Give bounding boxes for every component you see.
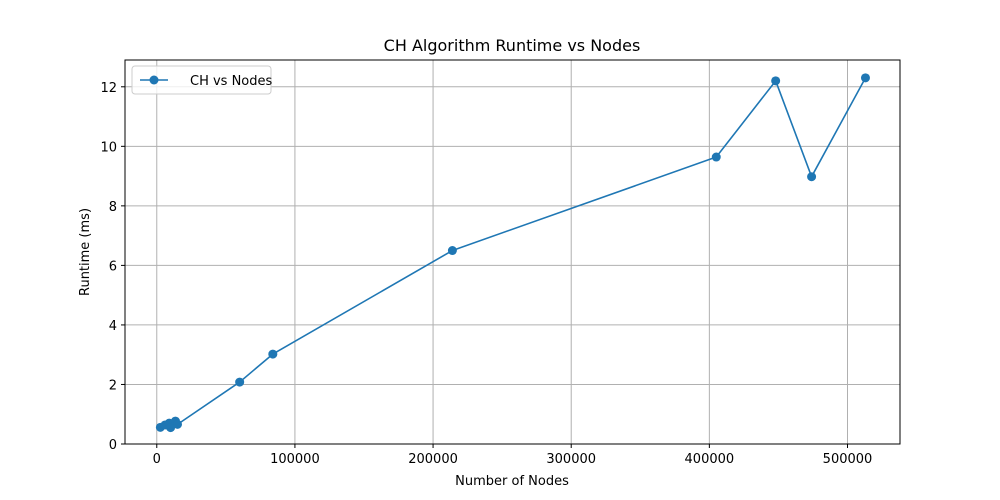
legend-marker bbox=[149, 75, 159, 85]
x-tick-label: 400000 bbox=[685, 452, 735, 467]
data-point bbox=[711, 152, 721, 162]
data-point bbox=[447, 246, 457, 256]
legend-box bbox=[131, 65, 272, 95]
chart-title: CH Algorithm Runtime vs Nodes bbox=[384, 36, 641, 55]
x-axis-label: Number of Nodes bbox=[455, 474, 569, 489]
y-tick-label: 6 bbox=[109, 259, 117, 274]
ticks: 0 100000 200000 300000 400000 500000 0 2 4 6 8 10 12 bbox=[100, 81, 872, 467]
data-point bbox=[860, 73, 870, 83]
y-tick-label: 4 bbox=[109, 319, 117, 334]
data-point bbox=[166, 423, 176, 433]
legend-label: CH vs Nodes bbox=[190, 74, 273, 89]
data-point bbox=[807, 172, 817, 182]
x-tick-label: 0 bbox=[153, 452, 161, 467]
y-tick-label: 8 bbox=[109, 200, 117, 215]
y-tick-label: 10 bbox=[100, 140, 117, 155]
data-point bbox=[268, 349, 278, 359]
plot-frame bbox=[124, 59, 901, 445]
data-point bbox=[172, 419, 182, 429]
x-tick-label: 200000 bbox=[408, 452, 458, 467]
x-tick-label: 500000 bbox=[823, 452, 873, 467]
y-tick-label: 0 bbox=[109, 438, 117, 453]
legend: CH vs Nodes bbox=[131, 65, 273, 95]
y-axis-label: Runtime (ms) bbox=[78, 208, 93, 296]
y-tick-label: 12 bbox=[100, 81, 117, 96]
x-tick-label: 100000 bbox=[270, 452, 320, 467]
y-tick-label: 2 bbox=[109, 378, 117, 393]
data-point bbox=[235, 377, 245, 387]
series-group bbox=[155, 73, 870, 433]
x-tick-label: 300000 bbox=[546, 452, 596, 467]
data-point bbox=[771, 76, 781, 86]
